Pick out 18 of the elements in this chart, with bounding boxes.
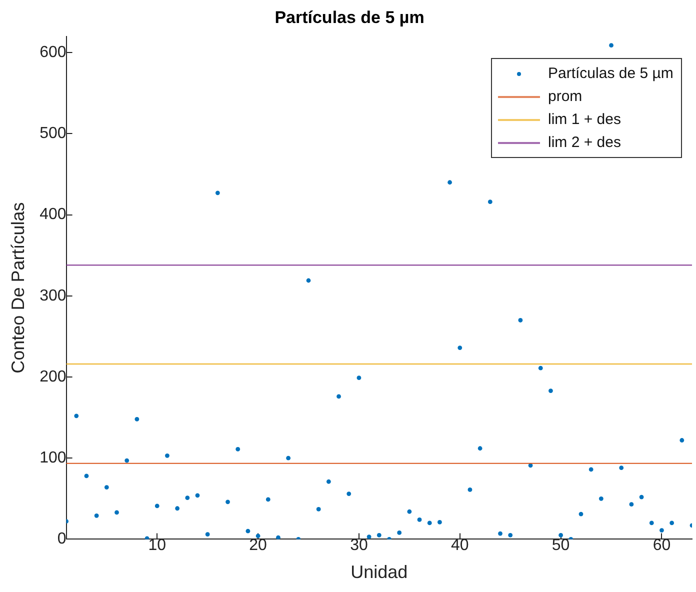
y-tick-label: 500 bbox=[40, 125, 66, 142]
y-tick-label: 400 bbox=[40, 206, 66, 224]
legend-label: prom bbox=[548, 88, 582, 106]
x-tick-label: 60 bbox=[652, 537, 671, 554]
y-tick-label: 600 bbox=[40, 44, 66, 62]
legend-label: Partículas de 5 µm bbox=[548, 65, 674, 82]
x-axis-title: Unidad bbox=[350, 562, 408, 582]
y-tick-label: 100 bbox=[40, 450, 66, 467]
x-tick-label: 30 bbox=[350, 537, 368, 554]
legend-label: lim 2 + des bbox=[548, 134, 621, 152]
x-tick-label: 40 bbox=[450, 537, 469, 554]
legend-label: lim 1 + des bbox=[548, 111, 621, 128]
y-tick-label: 0 bbox=[57, 530, 66, 548]
y-tick-label: 200 bbox=[40, 368, 66, 386]
chart-title: Partículas de 5 µm bbox=[274, 8, 424, 27]
y-axis-title: Conteo De Partículas bbox=[8, 202, 28, 374]
x-tick-label: 10 bbox=[148, 537, 166, 554]
y-tick-label: 300 bbox=[40, 287, 66, 304]
